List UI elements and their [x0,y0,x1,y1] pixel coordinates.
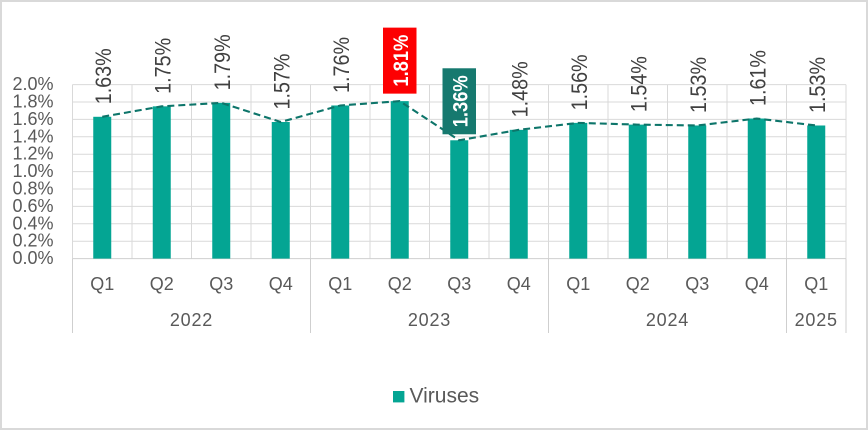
svg-text:1.81%: 1.81% [390,34,413,86]
svg-text:0.6%: 0.6% [12,196,53,216]
svg-text:1.6%: 1.6% [12,109,53,129]
svg-text:1.0%: 1.0% [12,161,53,181]
svg-text:1.53%: 1.53% [805,57,830,113]
svg-text:Q1: Q1 [328,274,352,294]
svg-text:0.2%: 0.2% [12,231,53,251]
svg-text:2.0%: 2.0% [12,74,53,94]
svg-text:Q3: Q3 [685,274,709,294]
svg-text:1.75%: 1.75% [150,38,175,94]
svg-text:0.8%: 0.8% [12,179,53,199]
svg-text:Q3: Q3 [447,274,471,294]
svg-text:Viruses: Viruses [410,385,480,408]
svg-text:0.0%: 0.0% [12,248,53,268]
svg-text:1.48%: 1.48% [507,61,532,117]
svg-text:2024: 2024 [646,310,689,330]
svg-text:1.63%: 1.63% [91,48,116,104]
svg-text:0.4%: 0.4% [12,213,53,233]
svg-text:Q2: Q2 [150,274,174,294]
svg-text:1.8%: 1.8% [12,92,53,112]
svg-text:1.4%: 1.4% [12,126,53,146]
svg-text:1.53%: 1.53% [686,57,711,113]
svg-text:Q1: Q1 [566,274,590,294]
svg-text:2022: 2022 [170,310,213,330]
svg-text:Q4: Q4 [745,274,769,294]
svg-text:1.36%: 1.36% [449,75,472,127]
svg-text:Q3: Q3 [209,274,233,294]
svg-text:1.54%: 1.54% [626,56,651,112]
svg-text:Q1: Q1 [90,274,114,294]
svg-text:Q2: Q2 [626,274,650,294]
svg-text:Q4: Q4 [507,274,531,294]
svg-text:Q2: Q2 [388,274,412,294]
svg-text:Q4: Q4 [269,274,293,294]
svg-text:2023: 2023 [408,310,451,330]
svg-text:1.79%: 1.79% [210,34,235,90]
svg-text:1.2%: 1.2% [12,144,53,164]
svg-text:1.57%: 1.57% [269,54,294,110]
svg-text:2025: 2025 [795,310,838,330]
svg-text:1.61%: 1.61% [745,50,770,106]
svg-text:Q1: Q1 [804,274,828,294]
svg-text:1.76%: 1.76% [329,37,354,93]
svg-text:1.56%: 1.56% [567,54,592,110]
